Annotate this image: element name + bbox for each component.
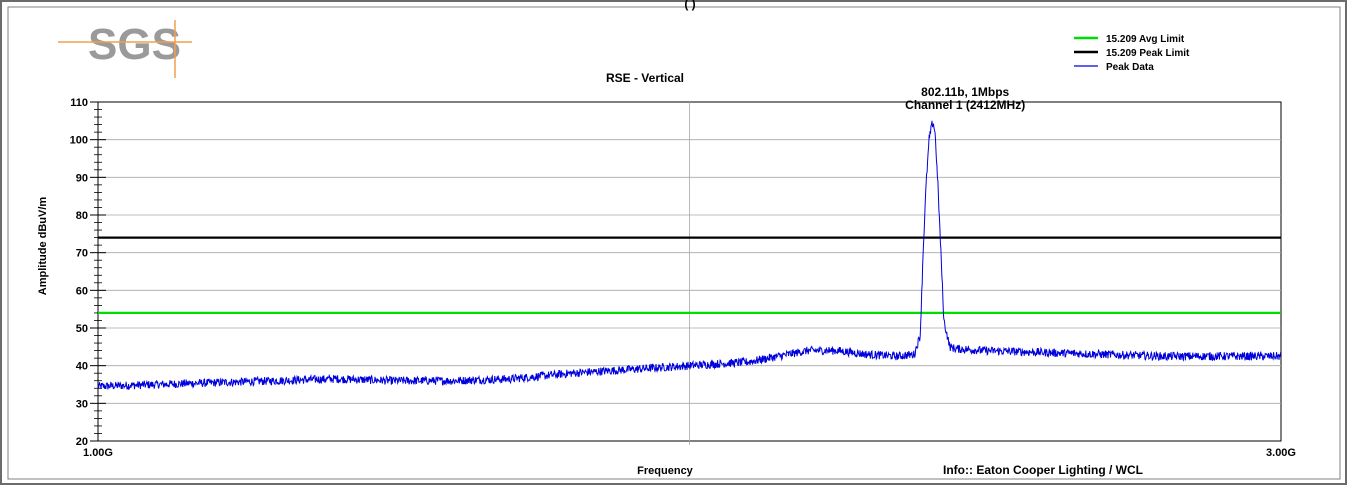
y-tick-label: 30 xyxy=(76,398,88,410)
legend-label: 15.209 Avg Limit xyxy=(1106,34,1185,45)
chart-title: RSE - Vertical xyxy=(606,71,684,85)
y-tick-label: 70 xyxy=(76,248,88,260)
y-axis-label: Amplitude dBuV/m xyxy=(37,197,49,296)
header-fragment: ( ) xyxy=(684,0,695,11)
y-tick-label: 50 xyxy=(76,323,88,335)
legend-label: 15.209 Peak Limit xyxy=(1106,48,1190,59)
series-peak-data xyxy=(97,120,1282,391)
x-axis-label: Frequency xyxy=(637,465,694,477)
legend: 15.209 Avg Limit 15.209 Peak Limit Peak Da… xyxy=(1074,34,1190,73)
inner-border xyxy=(7,6,1341,480)
peak-annotation-line: Channel 1 (2412MHz) xyxy=(905,98,1025,112)
x-tick-label: 3.00G xyxy=(1266,447,1296,459)
sgs-logo-text: SGS xyxy=(88,20,181,69)
y-tick-label: 100 xyxy=(70,135,88,147)
peak-annotation-line: 802.11b, 1Mbps xyxy=(921,85,1009,99)
y-tick-label: 90 xyxy=(76,172,88,184)
legend-label: Peak Data xyxy=(1106,62,1154,73)
y-tick-label: 60 xyxy=(76,285,88,297)
y-tick-label: 40 xyxy=(76,361,88,373)
plot-area: 20 30 40 50 60 70 80 90 100 110 1.00G 3.00G 802.11b,… xyxy=(70,85,1296,459)
sgs-logo: SGS xyxy=(58,20,192,78)
footer-info: Info:: Eaton Cooper Lighting / WCL xyxy=(943,463,1143,477)
y-tick-label: 80 xyxy=(76,210,88,222)
y-tick-label: 20 xyxy=(76,436,88,448)
x-tick-label: 1.00G xyxy=(83,447,113,459)
y-tick-label: 110 xyxy=(70,97,88,109)
